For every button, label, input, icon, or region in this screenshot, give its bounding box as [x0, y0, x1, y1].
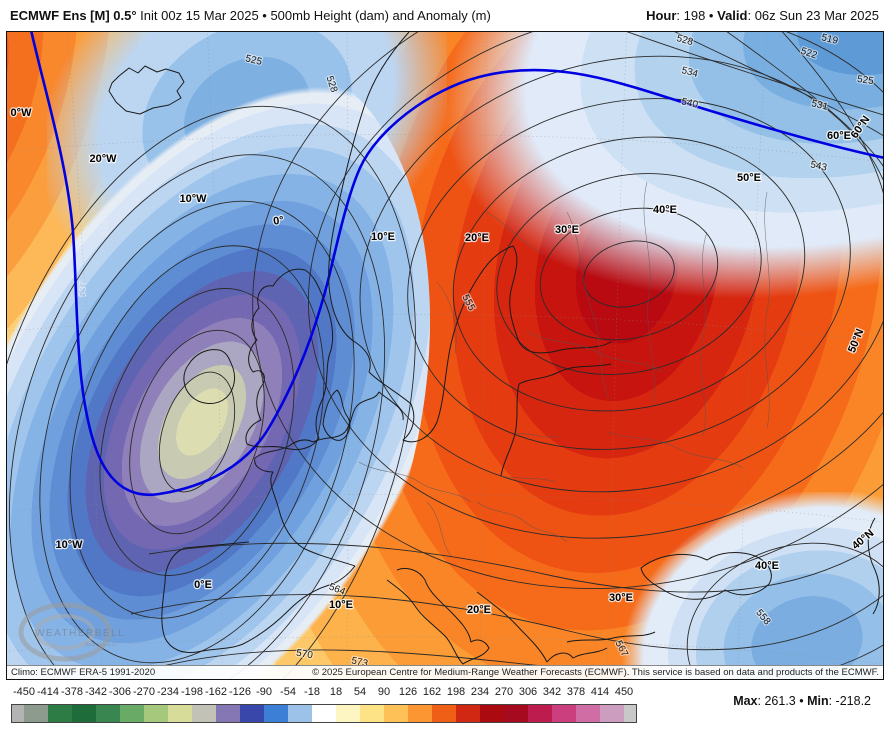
map-canvas: WEATHERBELL Analytics LLC 525 528 534 537 55… [6, 31, 884, 680]
grid-label: 40°E [653, 204, 677, 216]
header-bar: ECMWF Ens [M] 0.5° Init 00z 15 Mar 2025 … [0, 0, 889, 30]
colorbar-cell [360, 705, 384, 722]
map-footer-strip: Climo: ECMWF ERA-5 1991-2020 © 2025 Euro… [7, 665, 883, 679]
grid-label: 10°W [55, 539, 83, 551]
watermark-text-1: WEATHERBELL [35, 628, 125, 639]
grid-label: 10°E [371, 231, 395, 243]
colorbar-cell [576, 705, 600, 722]
grid-label: 0°E [194, 579, 212, 591]
colorbar-cell [456, 705, 480, 722]
colorbar-tick: -378 [60, 686, 84, 698]
colorbar-cell [168, 705, 192, 722]
contour-label: 525 [856, 74, 874, 87]
colorbar-cell [240, 705, 264, 722]
coastlines [108, 32, 880, 679]
grid-label: 0°W [11, 107, 33, 119]
grid-label: 10°W [179, 193, 207, 205]
colorbar-tick: -234 [156, 686, 180, 698]
colorbar-cell [264, 705, 288, 722]
contour-label: 528 [675, 33, 694, 48]
grid-label: 40°E [755, 560, 779, 572]
watermark-text-2: Analytics LLC [85, 642, 116, 648]
colorbar-tick: 90 [377, 686, 391, 698]
grid-label: 30°E [609, 592, 633, 604]
contour-label: 570 [295, 648, 314, 662]
colorbar-tick: -162 [204, 686, 228, 698]
contour-labels: 5255285345375555585645675705735195225255… [78, 32, 876, 671]
anomaly-shading [7, 32, 883, 679]
colorbar-cell [480, 705, 504, 722]
grid-label: 50°E [737, 172, 761, 184]
model-name: ECMWF Ens [M] 0.5° [10, 7, 137, 23]
contour-label: 531 [810, 98, 829, 113]
colorbar-cell [216, 705, 240, 722]
contour-label: 540 [680, 96, 699, 111]
colorbar-cell [408, 705, 432, 722]
contour-label: 534 [100, 219, 111, 236]
colorbar-tick: -18 [304, 686, 320, 698]
colorbar-tick: 126 [398, 686, 418, 698]
colorbar-tick: -342 [84, 686, 108, 698]
colorbar-cell [288, 705, 312, 722]
colorbar-cell [528, 705, 552, 722]
colorbar-tick: 234 [470, 686, 490, 698]
colorbar-cell [120, 705, 144, 722]
colorbar-cell [432, 705, 456, 722]
country-borders [358, 181, 770, 557]
colorbar-cell [336, 705, 360, 722]
colorbar-tick: -306 [108, 686, 132, 698]
colorbar-cell [48, 705, 72, 722]
copyright-label: © 2025 European Centre for Medium-Range … [312, 667, 879, 678]
contour-label: 537 [78, 280, 89, 297]
colorbar-cell [96, 705, 120, 722]
colorbar-cell [24, 705, 48, 722]
colorbar-cell [552, 705, 576, 722]
colorbar-tick: 54 [353, 686, 367, 698]
colorbar-tick: -450 [12, 686, 36, 698]
colorbar-tick: -54 [280, 686, 296, 698]
max-min-readout: Max: 261.3 • Min: -218.2 [733, 694, 871, 708]
colorbar-cell [504, 705, 528, 722]
colorbar-tick: 198 [446, 686, 466, 698]
colorbar-cell [312, 705, 336, 722]
colorbar-cell [600, 705, 624, 722]
colorbar-bar [11, 704, 637, 723]
colorbar-tick: -90 [256, 686, 272, 698]
grid-label: 10°E [329, 599, 353, 611]
hour-valid-readout: Hour: 198 • Valid: 06z Sun 23 Mar 2025 [646, 7, 879, 23]
colorbar-cell [12, 705, 24, 722]
colorbar-ticks: -450 -414 -378 -342 -306 -270 -234 -198 -162 -126… [11, 686, 635, 700]
contour-label: 525 [244, 53, 263, 68]
colorbar-cell [72, 705, 96, 722]
colorbar-tick: 162 [422, 686, 442, 698]
weather-map-svg: WEATHERBELL Analytics LLC 52552853453755… [7, 32, 883, 679]
colorbar-cell [144, 705, 168, 722]
colorbar-tick: 378 [566, 686, 586, 698]
colorbar-tick: -270 [132, 686, 156, 698]
colorbar-tick: 342 [542, 686, 562, 698]
colorbar: -450 -414 -378 -342 -306 -270 -234 -198 -162 -126… [11, 686, 637, 726]
colorbar-tick: -198 [180, 686, 204, 698]
grid-label: 30°E [555, 224, 579, 236]
climo-label: Climo: ECMWF ERA-5 1991-2020 [11, 667, 156, 678]
colorbar-cell [384, 705, 408, 722]
colorbar-cell [624, 705, 636, 722]
contour-540-bold [30, 32, 883, 497]
weatherbell-watermark: WEATHERBELL Analytics LLC [18, 602, 125, 662]
colorbar-tick: -126 [228, 686, 252, 698]
colorbar-tick: 414 [590, 686, 610, 698]
grid-label: 0° [273, 214, 285, 227]
colorbar-tick: 450 [614, 686, 634, 698]
grid-label: 20°W [89, 153, 117, 165]
chart-title: ECMWF Ens [M] 0.5° Init 00z 15 Mar 2025 … [10, 7, 491, 23]
contour-label: 543 [809, 159, 828, 173]
colorbar-tick: 270 [494, 686, 514, 698]
grid-label: 20°E [465, 232, 489, 244]
colorbar-tick: 18 [329, 686, 343, 698]
colorbar-cell [192, 705, 216, 722]
grid-label: 60°E [827, 130, 851, 142]
colorbar-tick: -414 [36, 686, 60, 698]
grid-label: 20°E [467, 604, 491, 616]
colorbar-tick: 306 [518, 686, 538, 698]
